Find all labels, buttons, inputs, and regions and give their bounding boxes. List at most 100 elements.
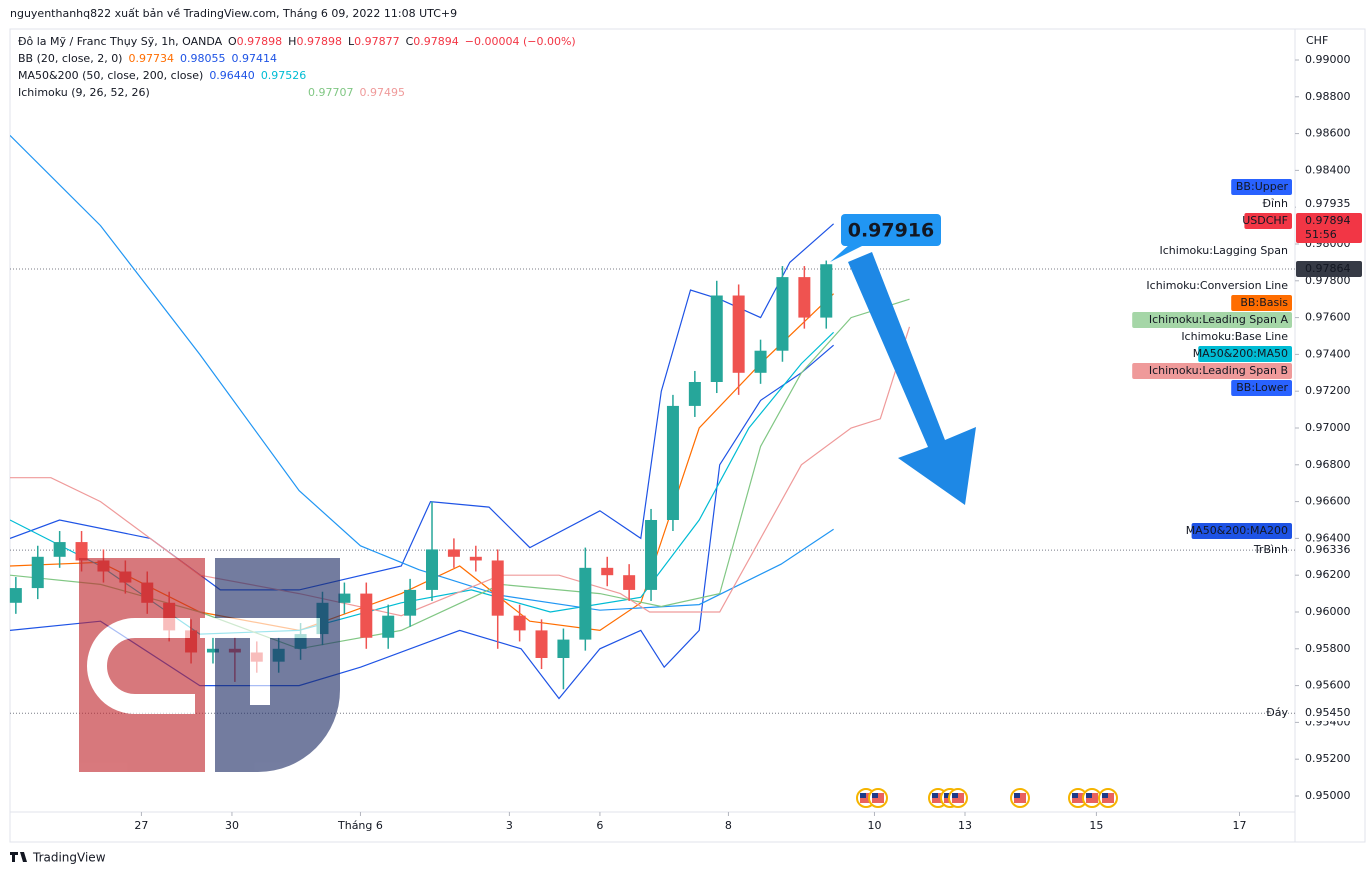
event-flag-canton: [872, 793, 878, 798]
event-flag-canton: [944, 793, 950, 798]
event-flag-canton: [1102, 793, 1108, 798]
legend-prefix: C: [406, 35, 414, 48]
marker-countdown: 51:56: [1305, 228, 1337, 241]
marker-label: Ichimoku:Leading Span B: [1149, 364, 1288, 377]
candle-body: [535, 630, 548, 658]
marker-value-bg: [1296, 705, 1362, 721]
y-tick-label: 0.96600: [1305, 495, 1351, 508]
candle-body: [601, 567, 614, 576]
legend-value: 0.98055: [180, 52, 226, 65]
watermark: [79, 558, 340, 772]
marker-value-bg: [1296, 261, 1362, 277]
y-tick-label: 0.97000: [1305, 421, 1351, 434]
candle-body: [710, 295, 723, 382]
event-flag-canton: [860, 793, 866, 798]
watermark-t: [200, 618, 320, 705]
watermark-navy: [215, 558, 340, 772]
down-arrow: [848, 252, 976, 505]
legend-value: 0.96440: [209, 69, 255, 82]
legend-name: BB (20, close, 2, 0): [18, 52, 122, 65]
callout: 0.97916: [848, 220, 935, 242]
x-tick-label: 30: [225, 819, 239, 832]
footer: TradingView: [32, 851, 106, 865]
y-tick-label: 0.95000: [1305, 789, 1351, 802]
watermark-c: [86, 618, 195, 714]
y-tick-label: 0.99000: [1305, 53, 1351, 66]
marker-label-bg: [1132, 312, 1292, 328]
marker-label: MA50&200:MA200: [1186, 524, 1288, 537]
marker-value-bg: [1296, 213, 1362, 243]
legend-value: 0.97495: [360, 86, 406, 99]
marker-label: Ichimoku:Leading Span A: [1149, 313, 1289, 326]
candle-body: [75, 542, 88, 561]
marker-label: MA50&200:MA50: [1193, 347, 1288, 360]
candle-body: [513, 615, 526, 631]
legend-value: 0.97414: [231, 52, 277, 65]
tradingview-logo: TradingView: [10, 851, 106, 865]
marker-value-bg: [1296, 542, 1362, 558]
marker-label-bg: [1231, 179, 1292, 195]
frame: [9, 28, 1366, 843]
legend-value: 0.97526: [261, 69, 307, 82]
candle-body: [404, 589, 417, 616]
marker-label: BB:Basis: [1240, 296, 1288, 309]
marker-label: BB:Upper: [1236, 180, 1289, 193]
legend-value: 0.97707: [308, 86, 354, 99]
candle-body: [666, 405, 679, 520]
x-tick-label: 15: [1089, 819, 1103, 832]
marker-label: TrBình: [1253, 543, 1288, 556]
marker-label-bg: [1244, 213, 1292, 229]
candle-body: [688, 381, 701, 406]
y-tick-label: 0.98800: [1305, 90, 1351, 103]
x-tick-label: Tháng 6: [337, 819, 383, 832]
marker-value: 0.97894: [1305, 214, 1351, 227]
legend-value: 0.97898: [296, 35, 342, 48]
event-flag-canton: [952, 793, 958, 798]
candle-body: [798, 277, 811, 318]
x-tick-label: 8: [725, 819, 732, 832]
candle-body: [206, 648, 219, 653]
marker-label-bg: [1191, 523, 1292, 539]
candle-body: [447, 549, 460, 557]
legend-name: Đô la Mỹ / Franc Thụy Sỹ, 1h, OANDA: [18, 35, 223, 48]
y-tick-label: 0.97200: [1305, 384, 1351, 397]
candle-body: [820, 264, 833, 318]
legend-row: Đô la Mỹ / Franc Thụy Sỹ, 1h, OANDA O0.97…: [18, 35, 576, 48]
event-flag-canton: [932, 793, 938, 798]
legend-prefix: L: [348, 35, 355, 48]
x-tick-label: 13: [958, 819, 972, 832]
y-tick-label: 0.98600: [1305, 127, 1351, 140]
y-tick-label: 0.97400: [1305, 347, 1351, 360]
legend-value: 0.97898: [237, 35, 283, 48]
callout-pointer: [830, 244, 866, 262]
marker-label-bg: [1132, 363, 1292, 379]
candle-body: [557, 639, 570, 658]
indicator-line: [10, 134, 834, 611]
indicator-line: [10, 326, 911, 617]
y-tick-label: 0.97600: [1305, 311, 1351, 324]
y-tick-label: 0.98400: [1305, 163, 1351, 176]
publisher: nguyenthanhq822 xuất bản về TradingView.…: [10, 7, 457, 20]
legend-change: −0.00004 (−0.00%): [465, 35, 576, 48]
marker-label-bg: [1231, 380, 1292, 396]
y-tick-label: 0.95600: [1305, 679, 1351, 692]
x-tick-label: 27: [134, 819, 148, 832]
marker-label: USDCHF: [1242, 214, 1288, 227]
marker-label: BB:Lower: [1236, 381, 1288, 394]
legend-value: 0.97734: [128, 52, 174, 65]
candle-body: [31, 556, 44, 589]
candle-body: [53, 542, 66, 557]
legend-value: 0.97894: [413, 35, 459, 48]
candle-body: [623, 575, 636, 590]
candle-body: [338, 593, 351, 603]
event-flag-canton: [1072, 793, 1078, 798]
candle-body: [491, 560, 504, 616]
y-tick-label: 0.96200: [1305, 568, 1351, 581]
event-flag-canton: [1014, 793, 1020, 798]
x-tick-label: 10: [867, 819, 881, 832]
candle-body: [732, 295, 745, 373]
marker-value: 0.96336: [1305, 543, 1351, 556]
legend-prefix: H: [288, 35, 296, 48]
